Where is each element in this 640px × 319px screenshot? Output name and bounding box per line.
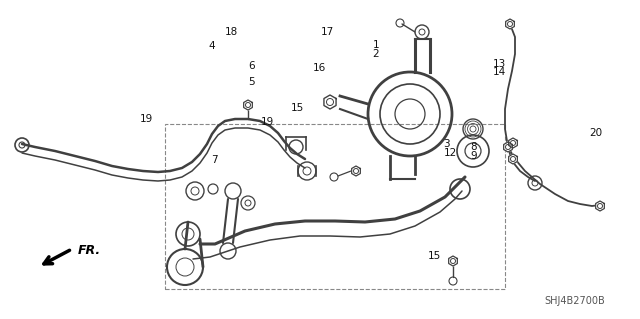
Polygon shape xyxy=(509,154,517,164)
Polygon shape xyxy=(324,95,336,109)
Text: 4: 4 xyxy=(209,41,215,51)
Text: 13: 13 xyxy=(493,59,506,69)
Text: 9: 9 xyxy=(470,151,477,161)
Polygon shape xyxy=(506,19,515,29)
Bar xyxy=(165,124,505,289)
Text: 12: 12 xyxy=(444,148,457,158)
Text: 8: 8 xyxy=(470,142,477,152)
Text: 3: 3 xyxy=(444,139,450,149)
Text: 1: 1 xyxy=(372,40,379,50)
Polygon shape xyxy=(509,138,517,148)
Text: SHJ4B2700B: SHJ4B2700B xyxy=(545,296,605,306)
Text: 19: 19 xyxy=(140,114,153,124)
Text: 19: 19 xyxy=(261,117,275,127)
Text: 18: 18 xyxy=(225,27,239,37)
Text: 6: 6 xyxy=(248,61,255,71)
Text: 16: 16 xyxy=(312,63,326,73)
Text: 2: 2 xyxy=(372,48,379,59)
Text: FR.: FR. xyxy=(78,244,101,257)
Polygon shape xyxy=(596,201,604,211)
Text: 5: 5 xyxy=(248,77,255,87)
Polygon shape xyxy=(504,142,513,152)
Text: 15: 15 xyxy=(428,251,441,261)
Text: 14: 14 xyxy=(493,67,506,77)
Polygon shape xyxy=(244,100,252,110)
Polygon shape xyxy=(449,256,458,266)
Text: 20: 20 xyxy=(589,128,602,138)
Text: 15: 15 xyxy=(291,103,304,114)
Polygon shape xyxy=(351,166,360,176)
Text: 7: 7 xyxy=(211,155,218,165)
Text: 17: 17 xyxy=(321,27,335,37)
